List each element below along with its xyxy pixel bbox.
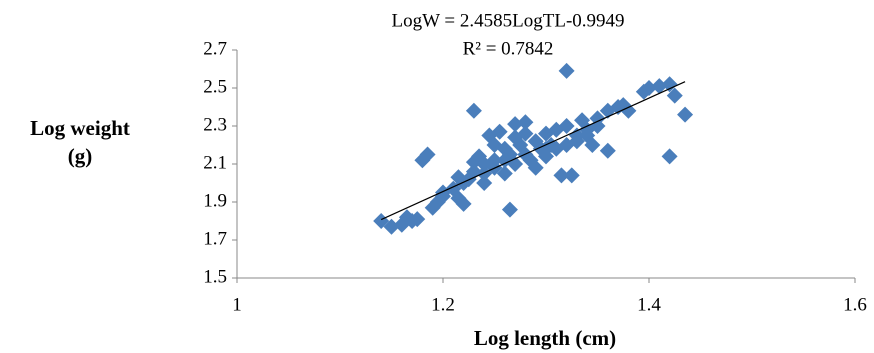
y-tick-label: 2.5 [203,76,227,97]
point [419,146,436,163]
point [620,102,637,119]
y-tick-label: 1.7 [203,228,227,249]
trendline [380,81,686,221]
y-tick-label: 2.7 [203,38,227,59]
point [496,165,513,182]
y-tick-label: 2.1 [203,152,227,173]
y-tick-label: 2.3 [203,114,227,135]
point [677,106,694,123]
point [465,102,482,119]
point [465,154,482,171]
point [579,127,596,144]
point [651,78,668,95]
point [666,87,683,104]
point [538,140,554,157]
point [641,80,657,96]
point [501,201,518,218]
point [476,175,493,191]
point [661,148,678,165]
r-squared: R² = 0.7842 [463,38,554,59]
y-tick-label: 1.9 [203,190,227,211]
point [486,137,503,153]
point [589,110,606,127]
point [661,76,678,93]
x-tick-label: 1 [232,294,242,315]
y-tick-label: 1.5 [203,266,227,287]
point [558,62,575,79]
point [496,152,513,169]
x-tick-label: 1.4 [637,294,661,315]
point [517,125,534,142]
x-tick-label: 1.6 [843,294,867,315]
y-axis-label: Log weight (g) [30,116,130,168]
point [517,114,534,131]
x-axis-label: Log length (cm) [474,326,616,350]
point [553,167,570,184]
point [450,169,467,186]
point [527,159,544,176]
point [491,123,508,140]
point [599,142,616,159]
point [558,118,575,134]
point [383,218,400,235]
point [409,211,426,228]
x-tick-label: 1.2 [431,294,455,315]
point [507,116,524,133]
point [563,167,580,184]
equation: LogW = 2.4585LogTL-0.9949 [391,10,624,31]
point [455,195,472,212]
